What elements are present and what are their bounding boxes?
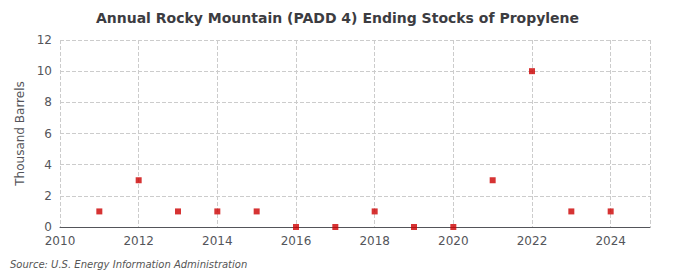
- svg-text:4: 4: [44, 158, 52, 172]
- svg-text:6: 6: [44, 127, 52, 141]
- svg-text:0: 0: [44, 220, 52, 234]
- svg-text:Thousand Barrels: Thousand Barrels: [13, 81, 27, 186]
- svg-text:Source: U.S. Energy Informatio: Source: U.S. Energy Information Administ…: [10, 259, 247, 270]
- svg-text:2016: 2016: [281, 234, 312, 248]
- svg-text:Annual Rocky Mountain (PADD 4): Annual Rocky Mountain (PADD 4) Ending St…: [96, 10, 579, 26]
- svg-text:2012: 2012: [123, 234, 154, 248]
- svg-text:2024: 2024: [595, 234, 626, 248]
- svg-text:2018: 2018: [359, 234, 390, 248]
- svg-text:2022: 2022: [517, 234, 548, 248]
- svg-text:2020: 2020: [438, 234, 469, 248]
- svg-text:2010: 2010: [45, 234, 76, 248]
- svg-text:10: 10: [37, 64, 52, 78]
- svg-text:12: 12: [37, 33, 52, 47]
- svg-text:8: 8: [44, 95, 52, 109]
- svg-text:2014: 2014: [202, 234, 233, 248]
- svg-text:2: 2: [44, 189, 52, 203]
